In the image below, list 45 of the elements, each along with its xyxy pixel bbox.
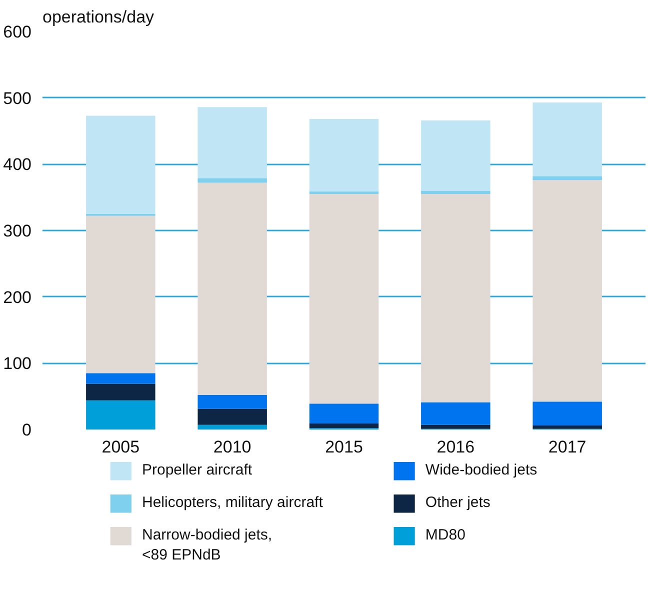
bar	[532, 402, 602, 426]
legend-label: Wide-bodied jets	[425, 461, 538, 478]
x-tick-label: 2005	[102, 438, 140, 456]
legend-label: Other jets	[425, 494, 490, 511]
y-tick-label: 600	[3, 22, 32, 42]
x-tick-label: 2016	[436, 438, 475, 456]
y-tick-label: 500	[3, 88, 32, 108]
y-tick-label: 400	[3, 155, 32, 174]
legend-label: Helicopters, military aircraft	[142, 494, 324, 511]
bar	[198, 182, 267, 396]
bar	[86, 400, 156, 430]
bar	[198, 178, 267, 183]
bar	[198, 107, 267, 178]
bar	[86, 384, 156, 400]
bar	[198, 395, 267, 409]
bar	[86, 116, 156, 214]
bar	[309, 404, 379, 424]
x-tick-label: 2015	[325, 438, 363, 456]
bar	[86, 373, 156, 384]
bar	[532, 102, 602, 176]
bar	[198, 408, 267, 425]
bar	[309, 191, 379, 194]
y-tick-label: 100	[3, 354, 32, 374]
bar	[309, 194, 379, 404]
legend-label: Narrow-bodied jets, <89 EPNdB	[142, 526, 272, 564]
bar	[309, 424, 379, 428]
bar	[86, 216, 156, 374]
y-tick-label: 300	[3, 222, 32, 240]
y-tick-label: 200	[3, 288, 32, 307]
x-tick-label: 2017	[548, 438, 586, 456]
bar	[421, 424, 490, 429]
legend-label: MD80	[425, 526, 466, 544]
legend-label: Propeller aircraft	[142, 461, 253, 478]
bar	[198, 424, 267, 430]
bar	[421, 190, 490, 194]
y-tick-label: 0	[22, 420, 32, 440]
bar	[309, 119, 379, 192]
bar	[421, 402, 490, 425]
bar	[532, 176, 602, 180]
bar	[421, 120, 490, 191]
bar	[532, 180, 602, 402]
bar	[421, 194, 490, 402]
x-tick-label: 2010	[213, 438, 252, 456]
bar	[532, 426, 602, 429]
y-axis-title: operations/day	[42, 8, 155, 26]
